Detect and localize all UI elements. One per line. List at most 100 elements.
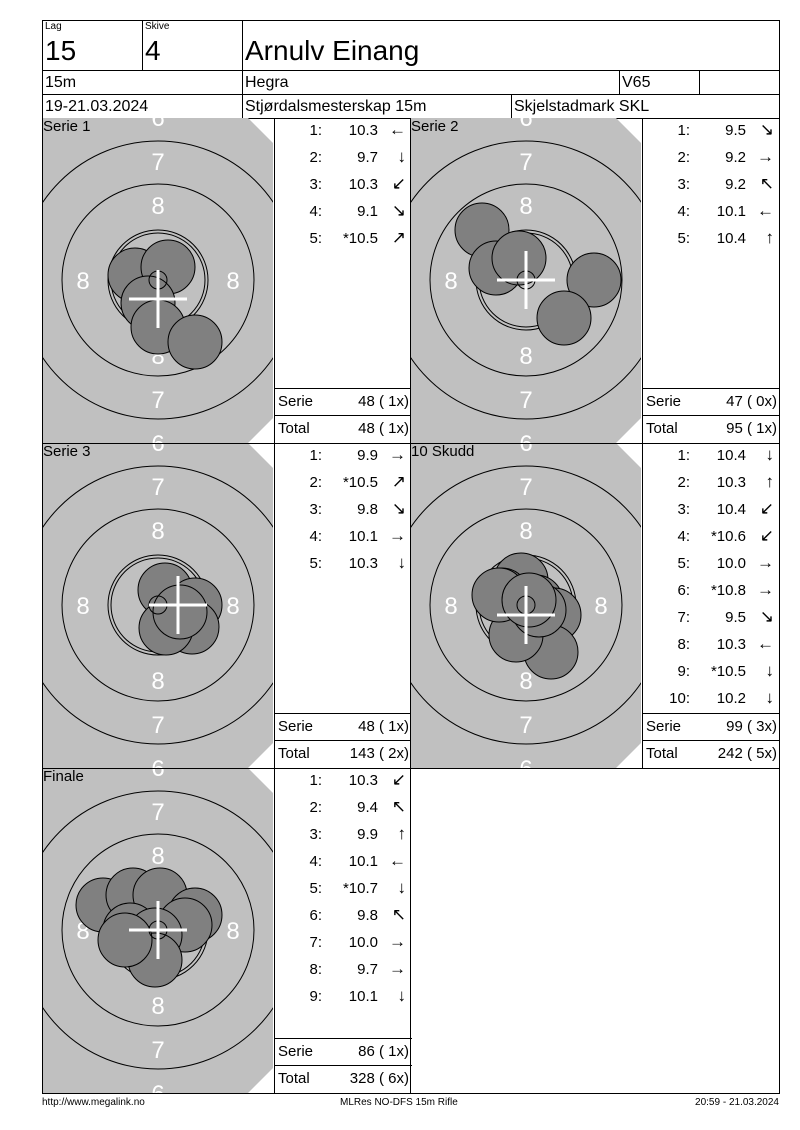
series-title: Finale [43,768,84,785]
shot-number: 4: [309,203,322,220]
shot-hole [167,314,223,370]
ring-label-8: 8 [151,668,164,695]
shot-score: *10.7 [342,880,378,897]
target-ring [411,140,641,420]
target: 67888876 [411,118,641,443]
shot-number: 7: [677,609,690,626]
ring-label-7: 7 [151,1037,164,1064]
shot-number: 2: [677,474,690,491]
total-value: 328 ( 6x) [349,1070,409,1087]
shot-number: 1: [309,122,322,139]
direction-arrow-icon: → [757,553,774,572]
ring-label-6: 6 [151,431,164,443]
direction-arrow-icon: ↖ [391,797,406,816]
total-value: 242 ( 5x) [717,745,777,762]
shot-score: *10.5 [342,230,378,247]
total-label: Total [646,420,678,437]
shot-score: 9.5 [725,122,746,139]
shot-row: 5: 10.3 ↓ [275,551,412,578]
shot-score: 9.8 [357,907,378,924]
shot-row: 3: 9.8 ↘ [275,497,412,524]
score-column: 1: 10.3 ← 2: 9.7 ↓ 3: 10.3 ↙ 4: 9.1 ↘ 5:… [274,118,412,443]
ring-label-7: 7 [519,387,532,414]
date: 19-21.03.2024 [45,98,149,115]
divider [42,768,411,769]
ring-label-8: 8 [519,343,532,370]
shot-score: 10.3 [716,474,746,491]
divider [410,768,780,769]
ring-label-6: 6 [151,443,164,457]
shot-number: 6: [309,907,322,924]
ring-label-8: 8 [444,593,457,620]
total-sum: Total 143 ( 2x) [275,740,412,768]
shot-row: 4: 10.1 ← [275,849,412,876]
shot-number: 3: [677,176,690,193]
series-panel: 6 7 8 8 8 8 7 6 Serie 3 1: 9.9 → 2: *10.5 ↗ 3: 9… [43,443,412,768]
shot-row: 9: 10.1 ↓ [275,984,412,1011]
shot-score: 9.2 [725,149,746,166]
series-title: 10 Skudd [411,443,475,460]
target-ring [43,465,273,745]
shot-number: 5: [309,880,322,897]
divider [42,443,780,444]
direction-arrow-icon: ↙ [759,499,774,518]
shot-number: 7: [309,934,322,951]
ring-label-6: 6 [151,118,164,132]
score-column: 1: 9.9 → 2: *10.5 ↗ 3: 9.8 ↘ 4: 10.1 → 5… [274,443,412,768]
serie-sum: Serie 86 ( 1x) [275,1038,412,1066]
ring-label-6: 6 [519,431,532,443]
series-title: Serie 3 [43,443,91,460]
shot-row: 2: *10.5 ↗ [275,470,412,497]
mean-point-cross [497,586,555,644]
direction-arrow-icon: ↙ [391,174,406,193]
shot-hole [491,230,547,286]
shot-score: 10.1 [348,988,378,1005]
shot-score: 10.3 [348,176,378,193]
shot-hole [501,572,557,628]
shot-number: 5: [309,230,322,247]
score-column: 1: 9.5 ↘ 2: 9.2 → 3: 9.2 ↖ 4: 10.1 ← 5: … [642,118,780,443]
ring-label-8: 8 [226,268,239,295]
serie-value: 48 ( 1x) [358,718,409,735]
shot-number: 5: [677,230,690,247]
lag-label: Lag [45,21,62,32]
shot-row: 3: 10.3 ↙ [275,172,412,199]
score-column: 1: 10.3 ↙ 2: 9.4 ↖ 3: 9.9 ↑ 4: 10.1 ← 5:… [274,768,412,1093]
shot-score: 10.4 [716,230,746,247]
shot-row: 4: 10.1 → [275,524,412,551]
series-panel: 6 7 8 8 8 8 7 6 10 Skudd 1: 10.4 ↓ 2: 10.3 ↑ 3: … [411,443,780,768]
direction-arrow-icon: ← [389,120,406,139]
total-label: Total [646,745,678,762]
club-cell: Hegra [242,70,620,95]
shot-number: 2: [309,474,322,491]
shot-number: 9: [677,663,690,680]
direction-arrow-icon: ↓ [397,553,407,572]
total-sum: Total 95 ( 1x) [643,415,780,443]
serie-label: Serie [278,393,314,410]
direction-arrow-icon: → [389,526,406,545]
serie-sum: Serie 48 ( 1x) [275,388,412,416]
total-sum: Total 48 ( 1x) [275,415,412,443]
ring-label-7: 7 [519,712,532,739]
footer-timestamp: 20:59 - 21.03.2024 [695,1097,779,1108]
direction-arrow-icon: ↘ [759,120,774,139]
shot-hole [97,912,153,968]
divider [410,768,411,1094]
shot-row: 1: 10.3 ← [275,118,412,145]
footer-url[interactable]: http://www.megalink.no [42,1097,145,1108]
ring-label-6: 6 [519,443,532,457]
target-ring [43,140,273,420]
event: Stjørdalsmesterskap 15m [245,98,427,115]
direction-arrow-icon: → [389,932,406,951]
ring-label-7: 7 [519,474,532,501]
shot-hole [536,290,592,346]
shot-score: 10.3 [348,555,378,572]
shot-row: 2: 9.2 → [643,145,780,172]
distance-cell: 15m [42,70,243,95]
footer-software: MLRes NO-DFS 15m Rifle [340,1097,458,1108]
shot-number: 2: [677,149,690,166]
ring-label-7: 7 [151,799,164,826]
direction-arrow-icon: → [389,959,406,978]
direction-arrow-icon: ↖ [759,174,774,193]
shot-score: 10.4 [716,501,746,518]
